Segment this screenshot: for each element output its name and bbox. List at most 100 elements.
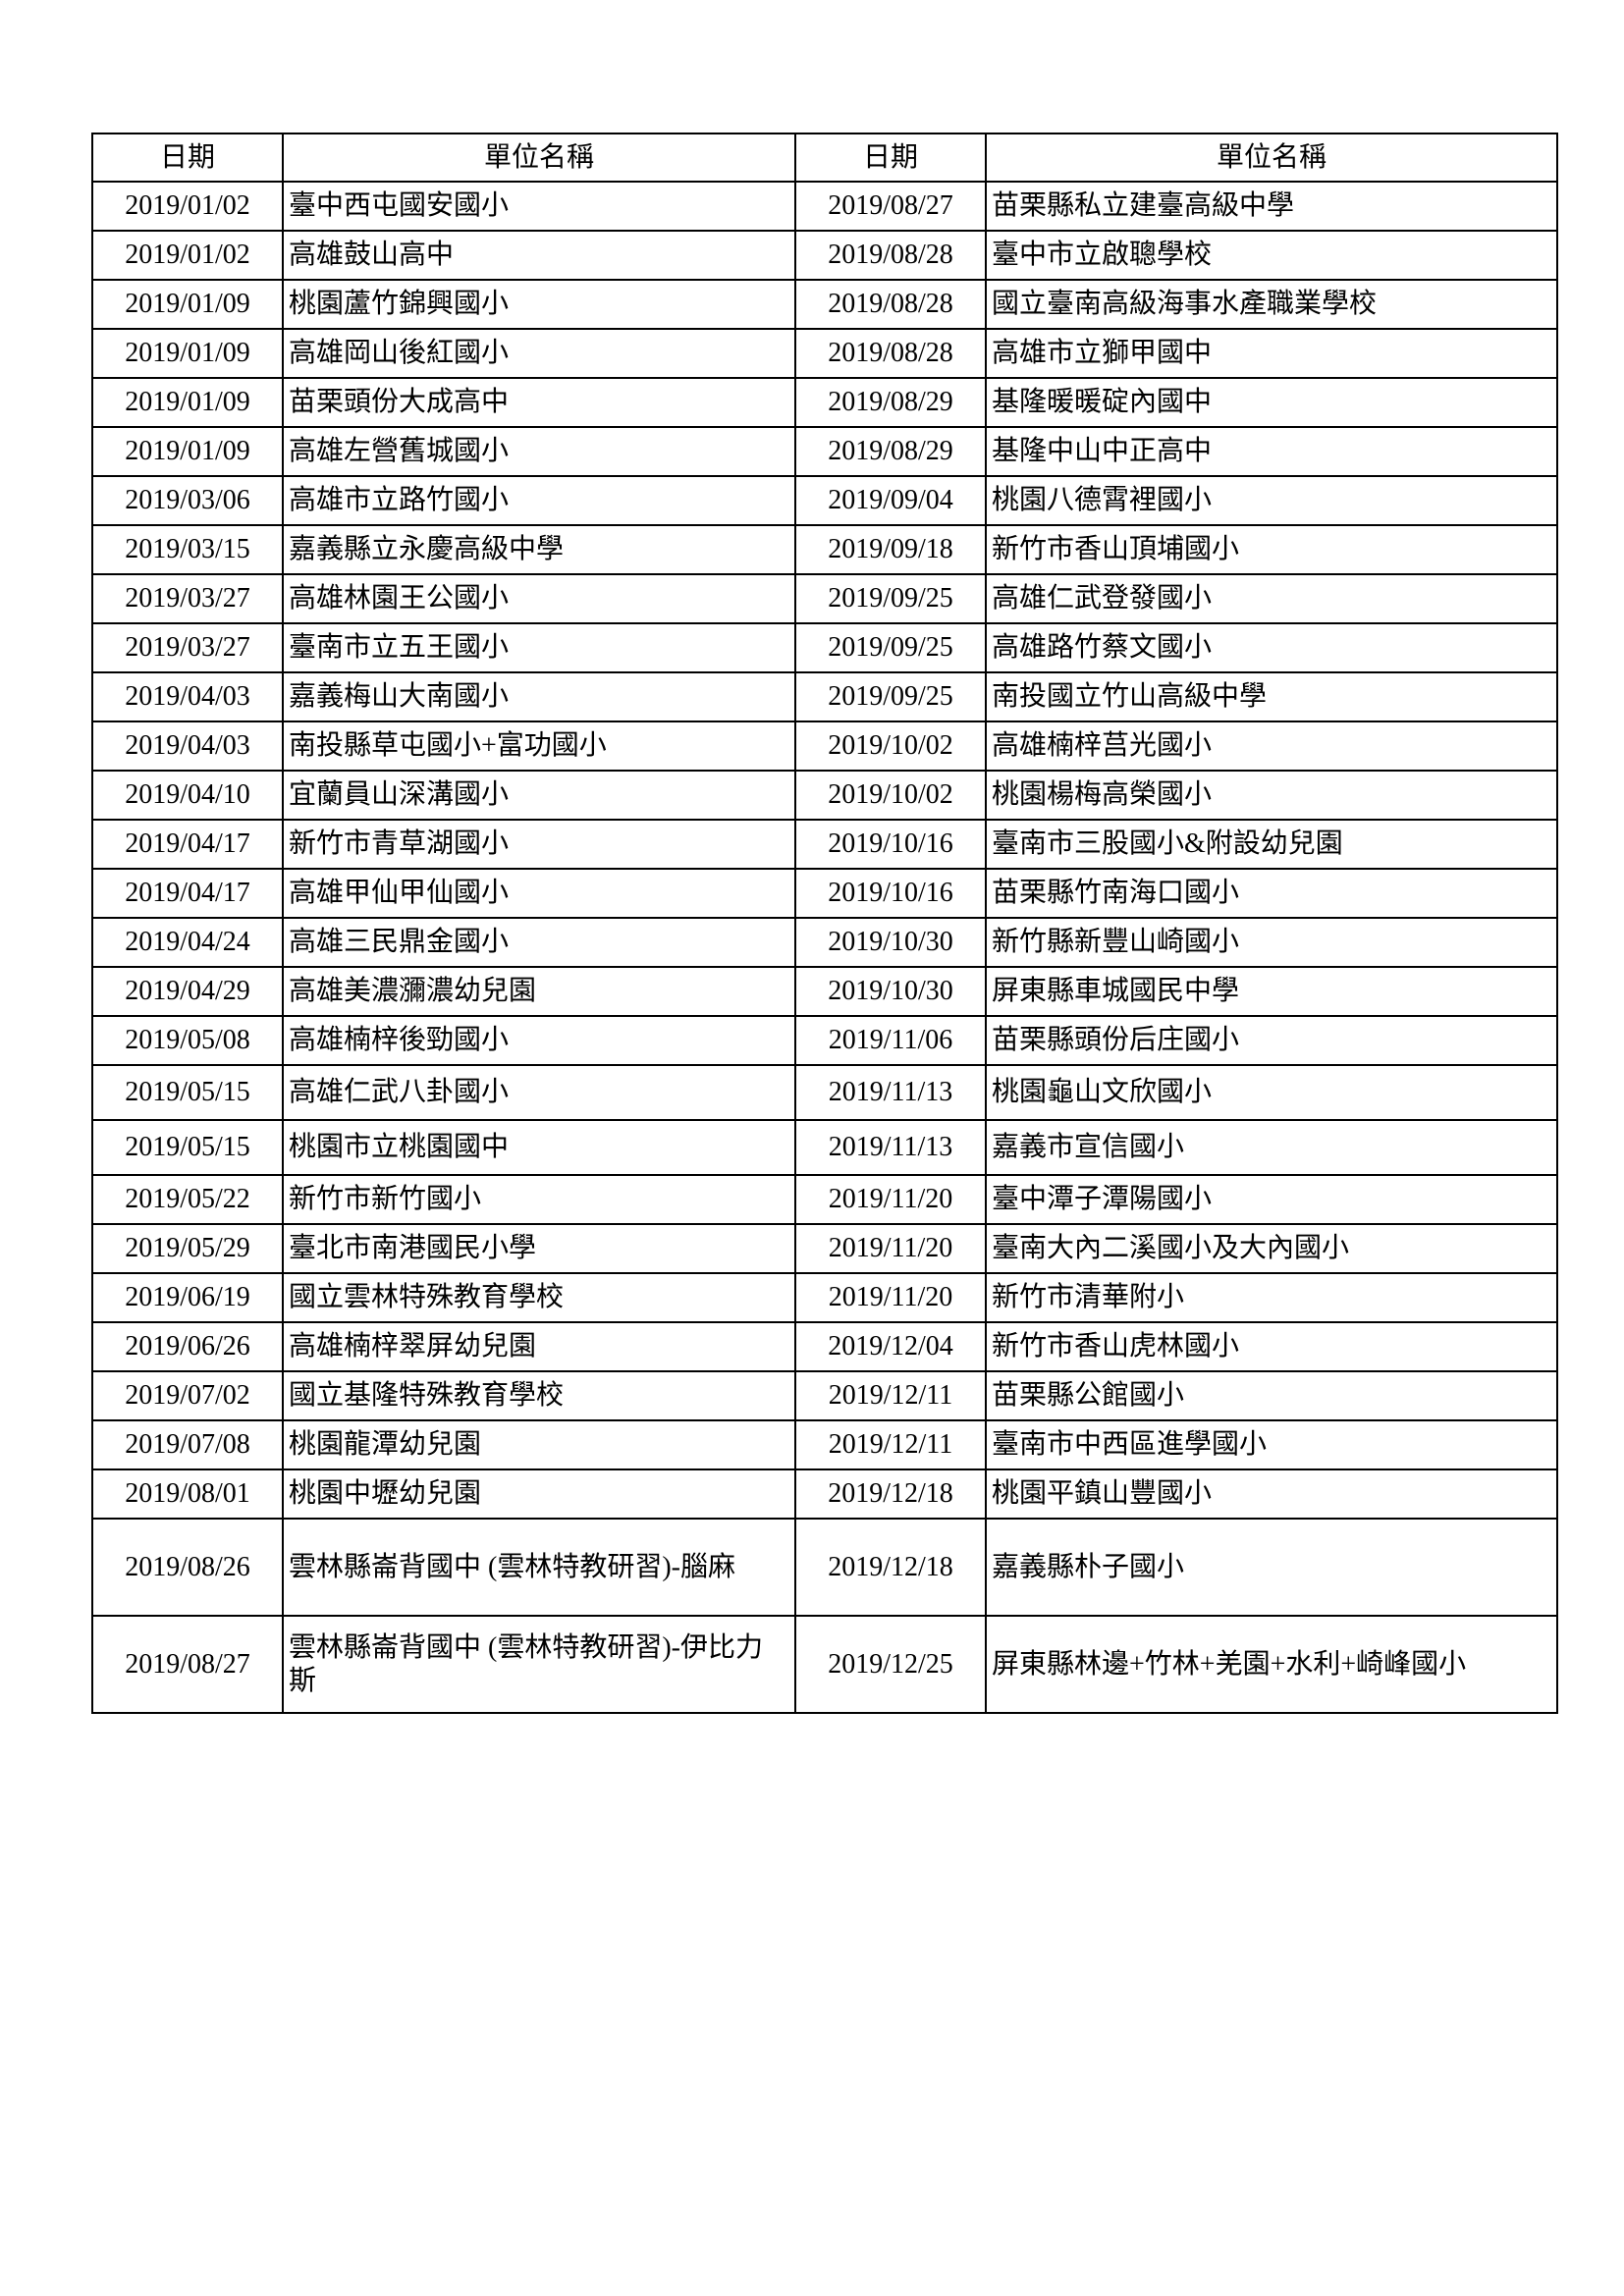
date-cell: 2019/04/17 xyxy=(91,819,284,870)
unit-name-cell: 高雄仁武八卦國小 xyxy=(282,1064,796,1121)
unit-name-cell: 國立臺南高級海事水產職業學校 xyxy=(985,279,1558,330)
table-row: 2019/01/02 高雄鼓山高中 2019/08/28 臺中市立啟聰學校 xyxy=(91,230,1558,281)
date-cell: 2019/09/25 xyxy=(794,622,987,673)
date-cell: 2019/09/04 xyxy=(794,475,987,526)
unit-name-cell: 桃園市立桃園國中 xyxy=(282,1119,796,1176)
unit-name-cell: 臺中市立啟聰學校 xyxy=(985,230,1558,281)
header-date: 日期 xyxy=(794,133,987,183)
date-cell: 2019/04/03 xyxy=(91,721,284,772)
unit-name-cell: 南投國立竹山高級中學 xyxy=(985,671,1558,722)
date-cell: 2019/12/18 xyxy=(794,1518,987,1617)
date-cell: 2019/03/06 xyxy=(91,475,284,526)
date-cell: 2019/09/25 xyxy=(794,573,987,624)
date-cell: 2019/03/27 xyxy=(91,622,284,673)
date-cell: 2019/06/26 xyxy=(91,1321,284,1372)
date-cell: 2019/10/30 xyxy=(794,917,987,968)
unit-name-cell: 雲林縣崙背國中 (雲林特教研習)-伊比力斯 xyxy=(282,1615,796,1714)
date-cell: 2019/04/03 xyxy=(91,671,284,722)
date-cell: 2019/01/09 xyxy=(91,426,284,477)
table-row: 2019/03/27 高雄林園王公國小 2019/09/25 高雄仁武登發國小 xyxy=(91,573,1558,624)
date-cell: 2019/09/25 xyxy=(794,671,987,722)
unit-name-cell: 高雄美濃瀰濃幼兒園 xyxy=(282,966,796,1017)
date-cell: 2019/10/16 xyxy=(794,819,987,870)
date-cell: 2019/10/02 xyxy=(794,770,987,821)
date-cell: 2019/04/24 xyxy=(91,917,284,968)
date-cell: 2019/08/28 xyxy=(794,328,987,379)
date-cell: 2019/11/06 xyxy=(794,1015,987,1066)
unit-name-cell: 基隆中山中正高中 xyxy=(985,426,1558,477)
table-row: 2019/03/06 高雄市立路竹國小 2019/09/04 桃園八德霄裡國小 xyxy=(91,475,1558,526)
unit-name-cell: 苗栗頭份大成高中 xyxy=(282,377,796,428)
date-cell: 2019/05/15 xyxy=(91,1119,284,1176)
unit-name-cell: 屏東縣車城國民中學 xyxy=(985,966,1558,1017)
date-cell: 2019/09/18 xyxy=(794,524,987,575)
unit-name-cell: 高雄仁武登發國小 xyxy=(985,573,1558,624)
date-cell: 2019/04/10 xyxy=(91,770,284,821)
unit-name-cell: 新竹市香山頂埔國小 xyxy=(985,524,1558,575)
date-cell: 2019/07/08 xyxy=(91,1419,284,1470)
unit-name-cell: 苗栗縣頭份后庄國小 xyxy=(985,1015,1558,1066)
unit-name-cell: 高雄鼓山高中 xyxy=(282,230,796,281)
unit-name-cell: 嘉義縣立永慶高級中學 xyxy=(282,524,796,575)
date-cell: 2019/04/17 xyxy=(91,868,284,919)
date-cell: 2019/12/11 xyxy=(794,1419,987,1470)
date-cell: 2019/01/09 xyxy=(91,279,284,330)
unit-name-cell: 桃園楊梅高榮國小 xyxy=(985,770,1558,821)
date-cell: 2019/05/08 xyxy=(91,1015,284,1066)
date-cell: 2019/08/28 xyxy=(794,230,987,281)
unit-name-cell: 臺北市南港國民小學 xyxy=(282,1223,796,1274)
unit-name-cell: 臺南市立五王國小 xyxy=(282,622,796,673)
unit-name-cell: 新竹市青草湖國小 xyxy=(282,819,796,870)
date-cell: 2019/08/01 xyxy=(91,1468,284,1520)
header-unit-name: 單位名稱 xyxy=(282,133,796,183)
table-row: 2019/05/29 臺北市南港國民小學 2019/11/20 臺南大內二溪國小及大內… xyxy=(91,1223,1558,1274)
table-row: 2019/06/26 高雄楠梓翠屏幼兒園 2019/12/04 新竹市香山虎林國小 xyxy=(91,1321,1558,1372)
unit-name-cell: 高雄甲仙甲仙國小 xyxy=(282,868,796,919)
date-cell: 2019/04/29 xyxy=(91,966,284,1017)
header-unit-name: 單位名稱 xyxy=(985,133,1558,183)
unit-name-cell: 桃園蘆竹錦興國小 xyxy=(282,279,796,330)
unit-name-cell: 國立雲林特殊教育學校 xyxy=(282,1272,796,1323)
unit-name-cell: 嘉義梅山大南國小 xyxy=(282,671,796,722)
unit-name-cell: 桃園龍潭幼兒園 xyxy=(282,1419,796,1470)
header-row: 日期 單位名稱 日期 單位名稱 xyxy=(91,133,1558,183)
table-row: 2019/05/15 桃園市立桃園國中 2019/11/13 嘉義市宣信國小 xyxy=(91,1119,1558,1176)
date-cell: 2019/03/27 xyxy=(91,573,284,624)
date-cell: 2019/03/15 xyxy=(91,524,284,575)
unit-name-cell: 南投縣草屯國小+富功國小 xyxy=(282,721,796,772)
unit-name-cell: 桃園龜山文欣國小 xyxy=(985,1064,1558,1121)
unit-name-cell: 基隆暖暖碇內國中 xyxy=(985,377,1558,428)
date-cell: 2019/07/02 xyxy=(91,1370,284,1421)
unit-name-cell: 嘉義縣朴子國小 xyxy=(985,1518,1558,1617)
unit-name-cell: 桃園八德霄裡國小 xyxy=(985,475,1558,526)
date-cell: 2019/08/27 xyxy=(91,1615,284,1714)
unit-name-cell: 高雄左營舊城國小 xyxy=(282,426,796,477)
date-cell: 2019/10/30 xyxy=(794,966,987,1017)
table-row: 2019/01/02 臺中西屯國安國小 2019/08/27 苗栗縣私立建臺高級中學 xyxy=(91,181,1558,232)
table-row: 2019/07/08 桃園龍潭幼兒園 2019/12/11 臺南市中西區進學國小 xyxy=(91,1419,1558,1470)
date-cell: 2019/08/26 xyxy=(91,1518,284,1617)
table-row: 2019/04/29 高雄美濃瀰濃幼兒園 2019/10/30 屏東縣車城國民中學 xyxy=(91,966,1558,1017)
unit-name-cell: 高雄三民鼎金國小 xyxy=(282,917,796,968)
unit-name-cell: 苗栗縣竹南海口國小 xyxy=(985,868,1558,919)
table-row: 2019/05/22 新竹市新竹國小 2019/11/20 臺中潭子潭陽國小 xyxy=(91,1174,1558,1225)
unit-name-cell: 新竹市香山虎林國小 xyxy=(985,1321,1558,1372)
unit-name-cell: 新竹市清華附小 xyxy=(985,1272,1558,1323)
date-cell: 2019/11/20 xyxy=(794,1272,987,1323)
unit-name-cell: 臺中西屯國安國小 xyxy=(282,181,796,232)
table-row: 2019/08/27 雲林縣崙背國中 (雲林特教研習)-伊比力斯 2019/12/2… xyxy=(91,1615,1558,1714)
date-cell: 2019/05/29 xyxy=(91,1223,284,1274)
unit-name-cell: 高雄楠梓莒光國小 xyxy=(985,721,1558,772)
unit-name-cell: 屏東縣林邊+竹林+羌園+水利+崎峰國小 xyxy=(985,1615,1558,1714)
table-row: 2019/08/26 雲林縣崙背國中 (雲林特教研習)-腦麻 2019/12/18 嘉… xyxy=(91,1518,1558,1617)
table-row: 2019/01/09 高雄左營舊城國小 2019/08/29 基隆中山中正高中 xyxy=(91,426,1558,477)
unit-name-cell: 高雄市立路竹國小 xyxy=(282,475,796,526)
table-row: 2019/04/17 高雄甲仙甲仙國小 2019/10/16 苗栗縣竹南海口國小 xyxy=(91,868,1558,919)
date-cell: 2019/11/20 xyxy=(794,1223,987,1274)
date-cell: 2019/12/25 xyxy=(794,1615,987,1714)
table-row: 2019/08/01 桃園中壢幼兒園 2019/12/18 桃園平鎮山豐國小 xyxy=(91,1468,1558,1520)
date-cell: 2019/08/28 xyxy=(794,279,987,330)
date-cell: 2019/08/29 xyxy=(794,377,987,428)
date-cell: 2019/01/09 xyxy=(91,377,284,428)
unit-name-cell: 臺中潭子潭陽國小 xyxy=(985,1174,1558,1225)
